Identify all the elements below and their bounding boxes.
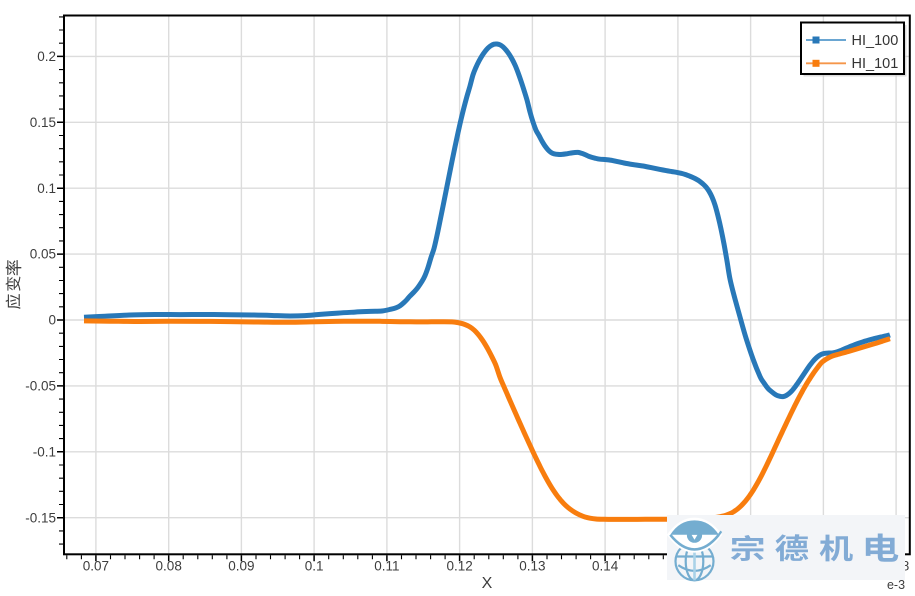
svg-text:0.05: 0.05 [30, 247, 56, 262]
svg-text:-0.15: -0.15 [25, 510, 56, 525]
svg-text:e-3: e-3 [887, 578, 905, 591]
svg-text:0.2: 0.2 [37, 49, 56, 64]
svg-text:HI_100: HI_100 [852, 33, 899, 49]
svg-text:0.11: 0.11 [374, 559, 399, 574]
svg-text:0.08: 0.08 [156, 559, 182, 574]
svg-text:HI_101: HI_101 [852, 56, 899, 72]
svg-text:0.14: 0.14 [592, 559, 619, 574]
svg-text:0: 0 [48, 313, 56, 328]
svg-text:0.09: 0.09 [228, 559, 254, 574]
svg-text:0.15: 0.15 [30, 115, 56, 130]
svg-text:0.13: 0.13 [519, 559, 545, 574]
svg-text:X: X [482, 575, 493, 591]
svg-text:0.07: 0.07 [83, 559, 109, 574]
svg-text:0.1: 0.1 [305, 559, 324, 574]
svg-text:0.1: 0.1 [37, 181, 56, 196]
svg-text:-0.05: -0.05 [25, 379, 56, 394]
svg-text:-0.1: -0.1 [33, 444, 56, 459]
svg-text:0.12: 0.12 [446, 559, 472, 574]
